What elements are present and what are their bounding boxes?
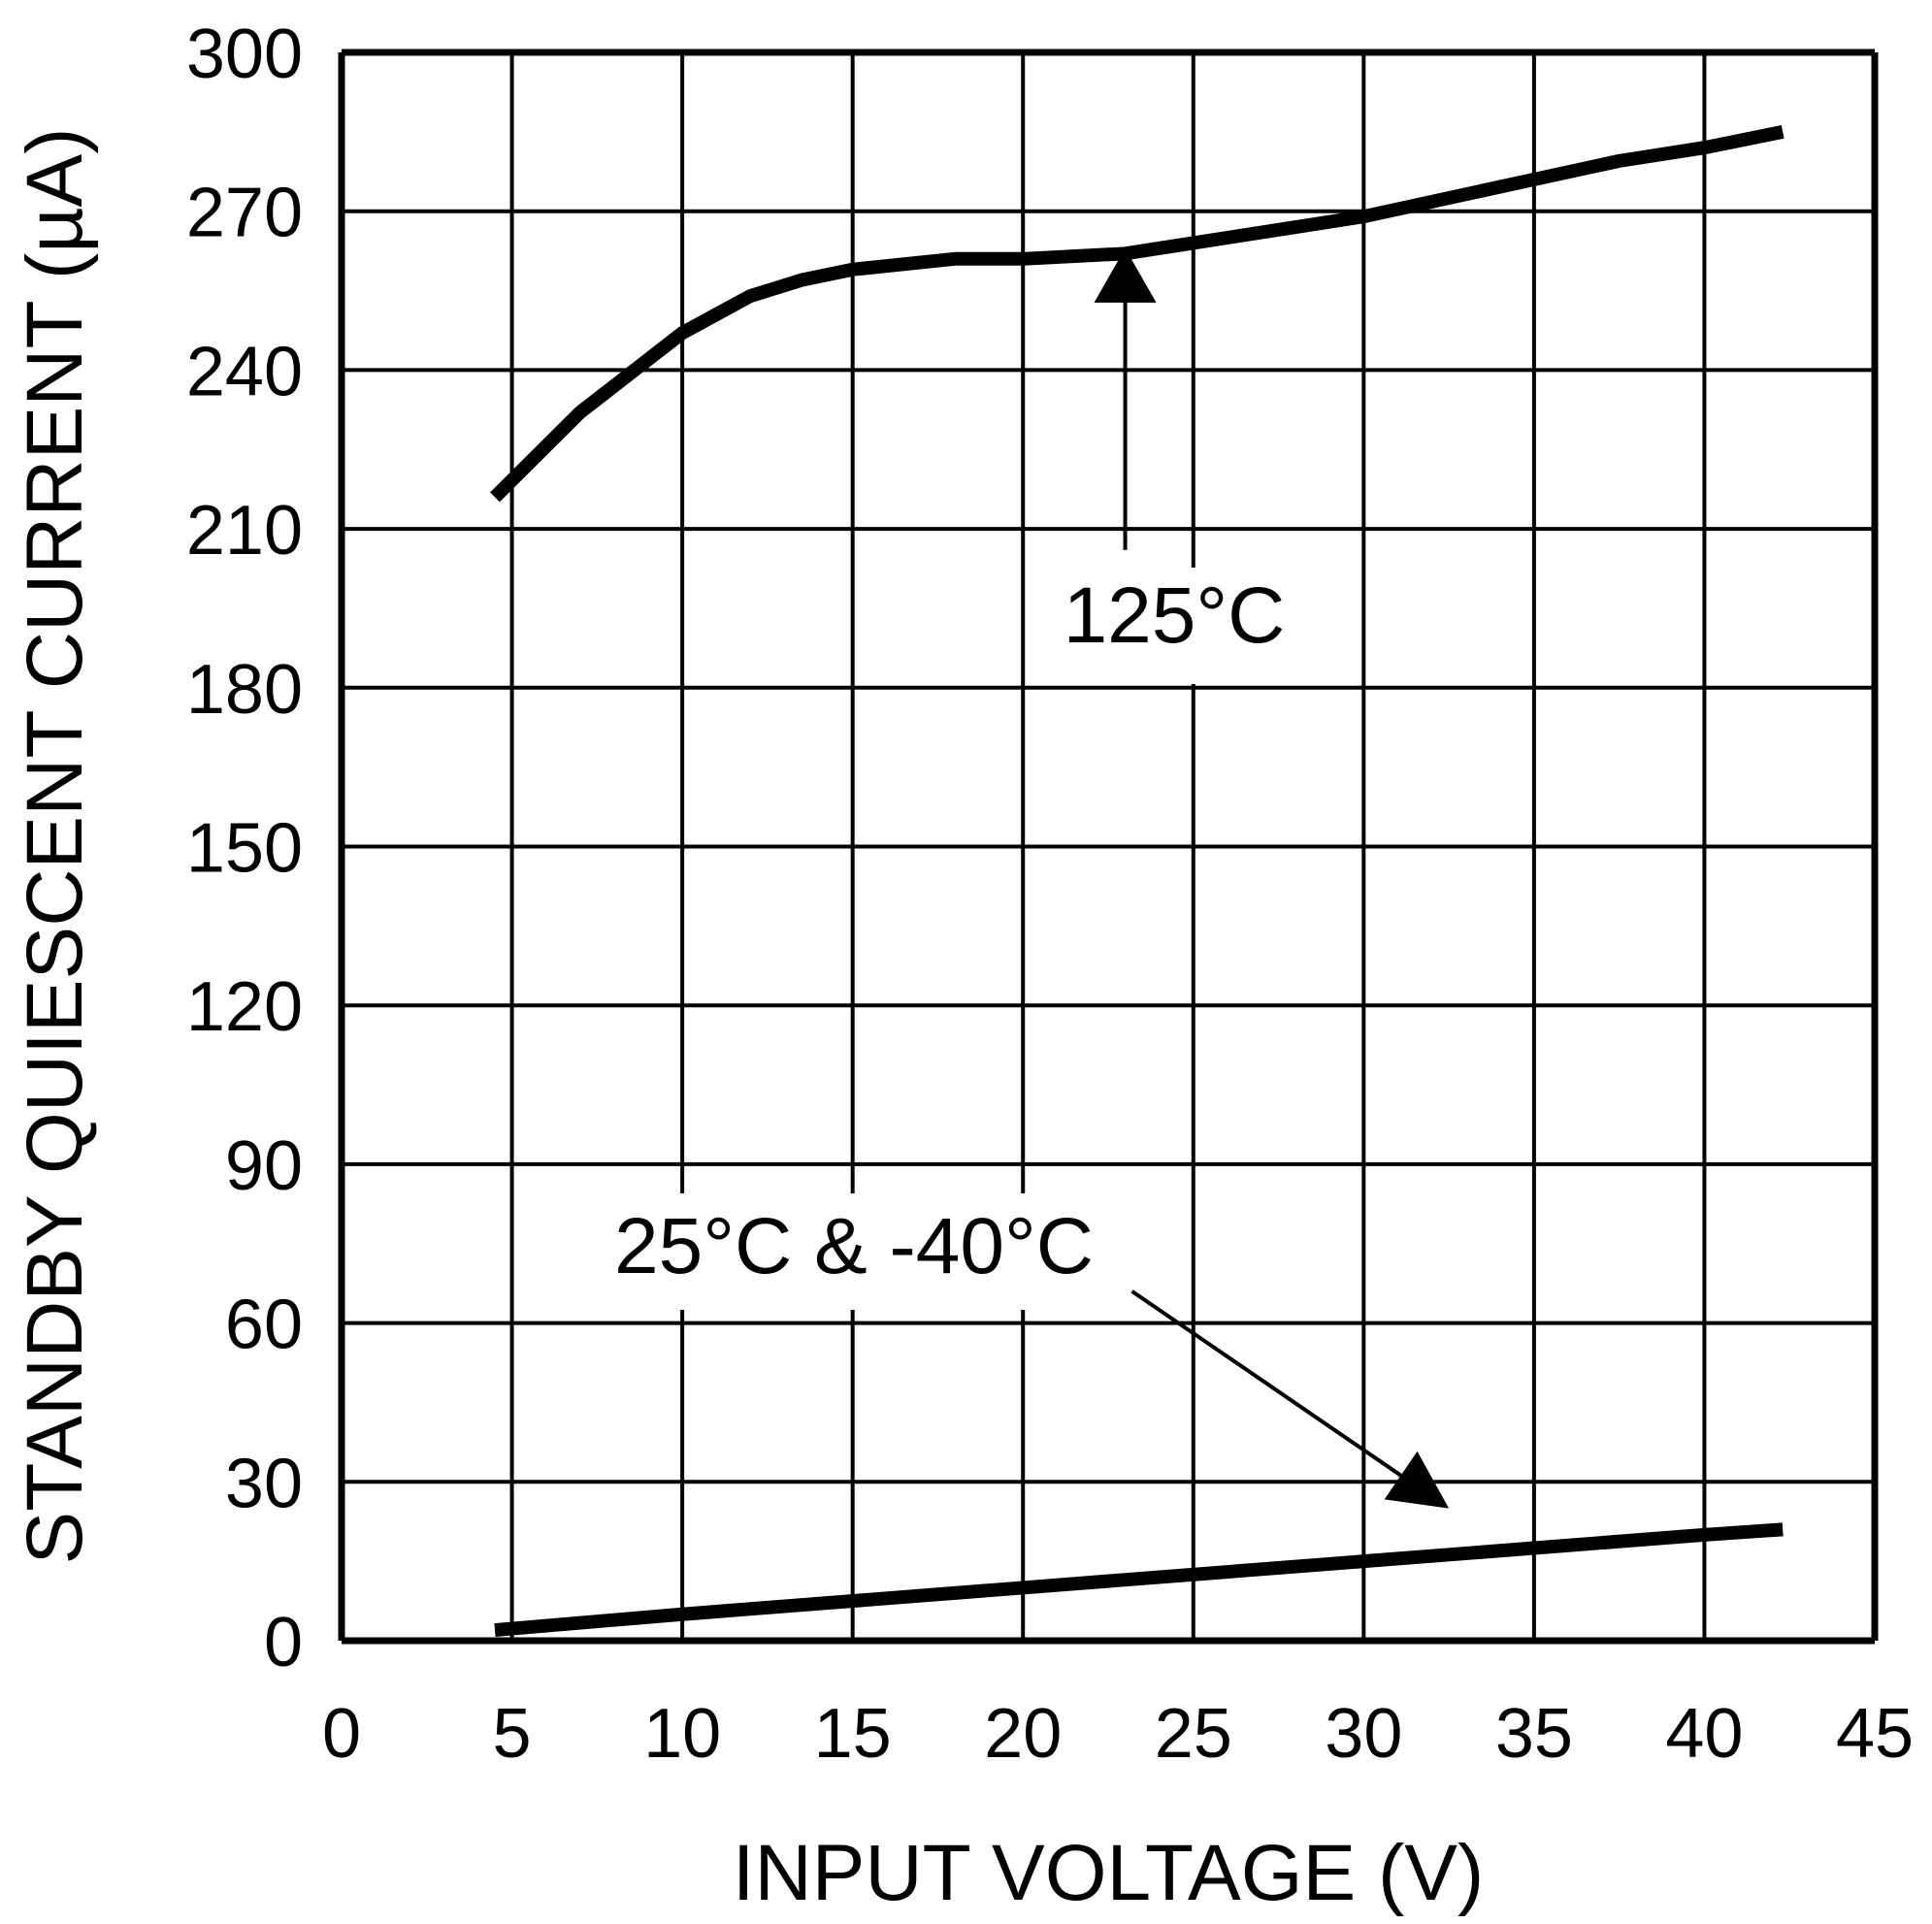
annotation-label-125c: 125°C (1064, 571, 1286, 660)
y-tick-label: 0 (264, 1604, 303, 1681)
y-tick-label: 180 (186, 651, 303, 729)
x-tick-label: 0 (322, 1695, 361, 1773)
x-tick-label: 20 (984, 1695, 1062, 1773)
annotation-label-25c-40c: 25°C & -40°C (614, 1202, 1094, 1290)
y-tick-label: 60 (225, 1287, 303, 1364)
y-tick-label: 300 (186, 16, 303, 93)
label-background (1067, 568, 1320, 684)
y-tick-label: 120 (186, 968, 303, 1046)
grid (338, 49, 1879, 1645)
x-tick-label: 5 (493, 1695, 532, 1773)
y-axis-label: STANDBY QUIESCENT CURRENT (µA) (11, 128, 99, 1565)
x-tick-label: 10 (643, 1695, 721, 1773)
annotations: 125°C 25°C & -40°C (573, 247, 1450, 1509)
tick-labels: 0 5 10 15 20 25 30 35 40 45 0 30 60 90 120 150 180 210 240… (186, 16, 1914, 1773)
y-tick-label: 210 (186, 492, 303, 570)
label-background (573, 1193, 1135, 1310)
arrowhead-icon (1384, 1451, 1450, 1509)
y-tick-label: 150 (186, 810, 303, 888)
x-tick-label: 45 (1836, 1695, 1914, 1773)
x-tick-label: 25 (1155, 1695, 1232, 1773)
y-tick-label: 90 (225, 1127, 303, 1205)
y-tick-label: 30 (225, 1445, 303, 1522)
arrowhead-icon (1094, 247, 1157, 303)
x-tick-label: 15 (814, 1695, 892, 1773)
y-tick-label: 240 (186, 333, 303, 410)
series-line (490, 124, 1785, 503)
x-axis-label: INPUT VOLTAGE (V) (733, 1829, 1485, 1917)
x-tick-label: 35 (1495, 1695, 1573, 1773)
x-tick-label: 30 (1325, 1695, 1402, 1773)
arrow-line (1130, 1289, 1402, 1478)
series-line (494, 1522, 1784, 1638)
x-tick-label: 40 (1665, 1695, 1743, 1773)
series-lines (490, 124, 1785, 1638)
y-tick-label: 270 (186, 175, 303, 252)
